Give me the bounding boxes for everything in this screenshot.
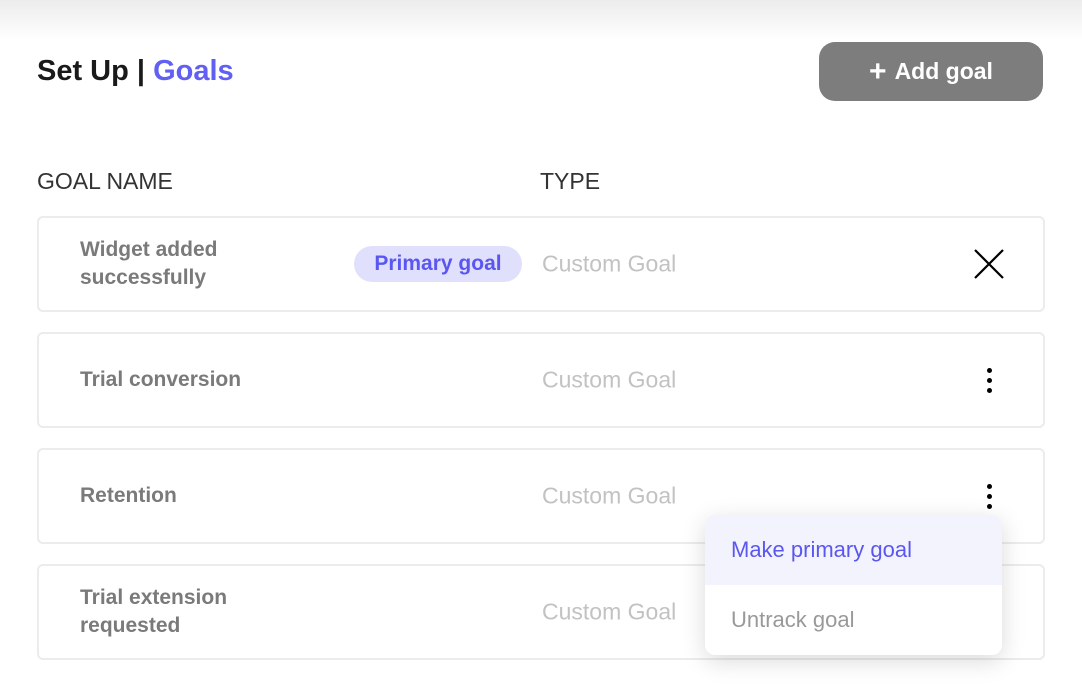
more-vertical-icon[interactable] (969, 360, 1009, 400)
close-icon[interactable] (969, 244, 1009, 284)
goal-row: Widget added successfully Primary goal C… (37, 216, 1045, 312)
goal-name: Trial extension requested (80, 586, 228, 637)
column-header-goal-name: GOAL NAME (37, 168, 173, 194)
goal-name: Retention (80, 484, 177, 507)
title-section: Goals (153, 55, 234, 87)
add-goal-button[interactable]: + Add goal (819, 42, 1043, 101)
add-goal-label: Add goal (894, 58, 993, 84)
column-header-type: TYPE (540, 168, 601, 194)
goal-row: Trial conversion Custom Goal (37, 332, 1045, 428)
menu-item-untrack-goal[interactable]: Untrack goal (731, 607, 855, 632)
goal-type: Custom Goal (542, 482, 677, 509)
goal-type: Custom Goal (542, 598, 677, 625)
primary-goal-badge: Primary goal (354, 246, 522, 282)
top-shadow (0, 0, 1082, 40)
goal-name: Widget added successfully (80, 238, 218, 289)
goal-row: Trial extension requested Custom Goal (37, 564, 1045, 660)
goal-name: Trial conversion (80, 368, 242, 391)
goal-row: Retention Custom Goal (37, 448, 1045, 544)
goal-actions-menu: Make primary goal Untrack goal (705, 515, 1002, 655)
plus-icon: + (869, 54, 887, 88)
more-vertical-icon[interactable] (969, 476, 1009, 516)
page-title: Set Up | Goals (37, 55, 234, 88)
title-prefix: Set Up | (37, 55, 154, 87)
menu-item-make-primary-goal[interactable]: Make primary goal (705, 515, 1002, 585)
goal-type: Custom Goal (542, 366, 677, 393)
goal-type: Custom Goal (542, 250, 677, 277)
